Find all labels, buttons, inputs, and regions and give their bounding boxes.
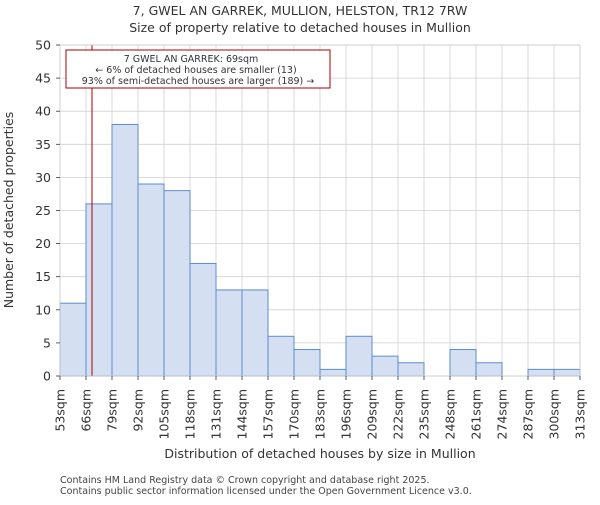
histogram-bar (475, 362, 503, 377)
histogram-bar (397, 362, 425, 377)
histogram-bar (85, 203, 113, 377)
footer-line1: Contains HM Land Registry data © Crown c… (60, 475, 430, 486)
chart-title-line1: 7, GWEL AN GARREK, MULLION, HELSTON, TR1… (133, 3, 468, 18)
histogram-bar (111, 123, 139, 377)
histogram-bar (137, 183, 165, 377)
y-tick-label: 15 (35, 269, 51, 284)
y-axis-title: Number of detached properties (1, 112, 16, 309)
x-tick-label: 157sqm (261, 389, 276, 439)
x-tick-label: 300sqm (547, 389, 562, 439)
y-ticks: 0 5 10 15 20 25 30 35 40 45 50 (35, 38, 60, 384)
x-tick-label: 105sqm (157, 389, 172, 439)
histogram-bar (189, 262, 217, 377)
x-tick-label: 248sqm (443, 389, 458, 439)
annotation-line3: 93% of semi-detached houses are larger (… (82, 76, 315, 87)
histogram-bar (319, 368, 347, 377)
bars (59, 123, 581, 377)
x-tick-label: 313sqm (573, 389, 588, 439)
histogram-bar (527, 368, 555, 377)
annotation-box: 7 GWEL AN GARREK: 69sqm ← 6% of detached… (65, 49, 331, 89)
x-tick-label: 79sqm (105, 389, 120, 432)
y-tick-label: 0 (43, 369, 51, 384)
histogram-bar (59, 302, 87, 377)
x-tick-label: 274sqm (495, 389, 510, 439)
annotation-frame (65, 49, 331, 89)
x-tick-label: 183sqm (313, 389, 328, 439)
histogram-bar (215, 289, 243, 377)
x-ticks: 53sqm 66sqm 79sqm 92sqm 105sqm 118sqm 131sqm 14… (53, 376, 588, 439)
histogram-bar (267, 335, 295, 377)
x-axis-title: Distribution of detached houses by size … (164, 446, 475, 461)
x-tick-label: 261sqm (469, 389, 484, 439)
annotation-line1: 7 GWEL AN GARREK: 69sqm (124, 54, 259, 65)
footer-line2: Contains public sector information licen… (60, 486, 472, 497)
y-tick-label: 40 (35, 104, 51, 119)
x-tick-label: 144sqm (235, 389, 250, 439)
histogram-bar (293, 349, 321, 377)
y-tick-label: 30 (35, 170, 51, 185)
x-tick-label: 222sqm (391, 389, 406, 439)
y-tick-label: 5 (43, 335, 51, 350)
x-tick-label: 209sqm (365, 389, 380, 439)
y-tick-label: 45 (35, 71, 51, 86)
y-tick-label: 10 (35, 302, 51, 317)
histogram-bar (163, 190, 191, 377)
x-tick-label: 66sqm (79, 389, 94, 432)
x-tick-label: 170sqm (287, 389, 302, 439)
x-tick-label: 131sqm (209, 389, 224, 439)
x-tick-label: 118sqm (183, 389, 198, 439)
annotation-line2: ← 6% of detached houses are smaller (13) (95, 65, 296, 76)
histogram-bar (553, 368, 581, 377)
y-tick-label: 25 (35, 203, 51, 218)
x-tick-label: 53sqm (53, 389, 68, 432)
histogram-bar (371, 355, 399, 377)
histogram-bar (449, 349, 477, 377)
y-tick-label: 20 (35, 236, 51, 251)
x-tick-label: 235sqm (417, 389, 432, 439)
chart-title-line2: Size of property relative to detached ho… (129, 20, 471, 35)
y-tick-label: 35 (35, 137, 51, 152)
x-tick-label: 92sqm (131, 389, 146, 432)
x-tick-label: 287sqm (521, 389, 536, 439)
histogram-bar (241, 289, 269, 377)
x-tick-label: 196sqm (339, 389, 354, 439)
histogram-bar (345, 335, 373, 377)
y-tick-label: 50 (35, 38, 51, 53)
